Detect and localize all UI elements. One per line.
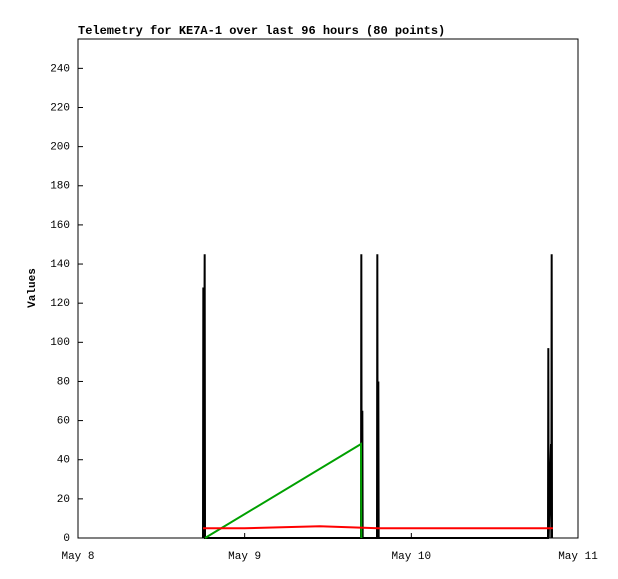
series-line <box>203 525 553 530</box>
x-tick-label: May 11 <box>558 551 598 563</box>
y-tick-label: 0 <box>63 533 70 545</box>
y-tick-label: 120 <box>50 298 70 310</box>
y-tick-label: 100 <box>50 337 70 349</box>
chart-title: Telemetry for KE7A-1 over last 96 hours … <box>78 24 445 38</box>
y-tick-label: 40 <box>57 455 70 467</box>
x-tick-label: May 9 <box>228 551 261 563</box>
series-line <box>204 442 363 539</box>
x-tick-label: May 8 <box>61 551 94 563</box>
y-axis-label: Values <box>27 268 39 308</box>
y-tick-label: 220 <box>50 102 70 114</box>
y-tick-label: 160 <box>50 220 70 232</box>
y-tick-label: 60 <box>57 415 70 427</box>
series-line <box>202 254 553 539</box>
y-tick-label: 200 <box>50 142 70 154</box>
x-tick-label: May 10 <box>392 551 432 563</box>
y-tick-label: 20 <box>57 494 70 506</box>
y-tick-label: 180 <box>50 181 70 193</box>
y-tick-label: 240 <box>50 63 70 75</box>
y-tick-label: 80 <box>57 376 70 388</box>
y-tick-label: 140 <box>50 259 70 271</box>
